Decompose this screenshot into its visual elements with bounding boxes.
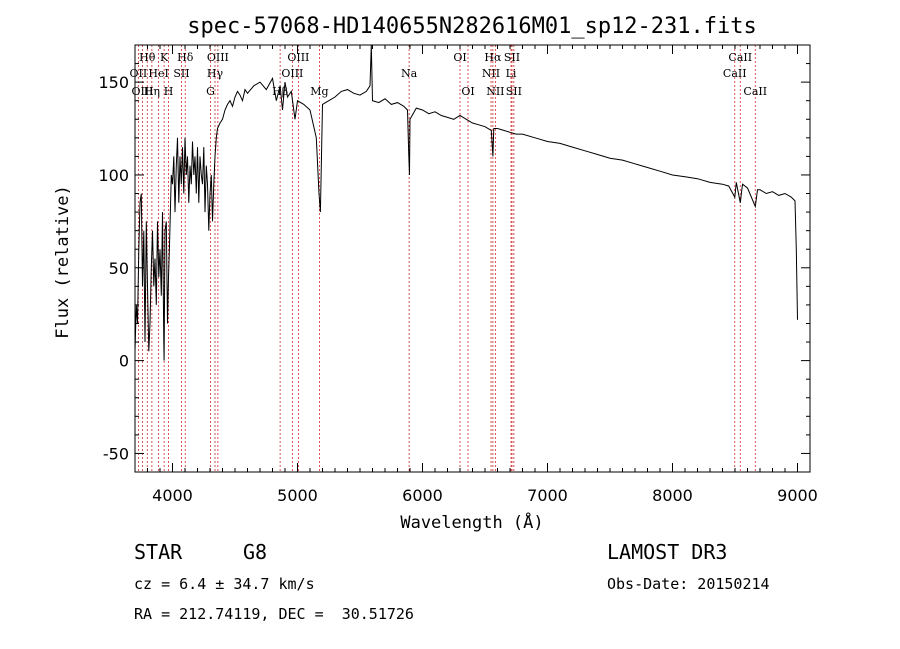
plot-frame [134, 44, 811, 473]
line-marker-label: SII [504, 51, 520, 64]
line-marker-label: Hθ [139, 51, 156, 64]
x-tick-label: 5000 [277, 486, 318, 505]
redshift-value: cz = 6.4 ± 34.7 km/s [134, 575, 315, 593]
line-marker-label: NII [486, 85, 504, 98]
spectral-line-markers [137, 45, 756, 472]
line-marker-label: OI [461, 85, 474, 98]
x-tick-label: 7000 [527, 486, 568, 505]
coordinates: RA = 212.74119, DEC = 30.51726 [134, 605, 414, 623]
y-tick-label: 100 [98, 166, 129, 185]
object-class: STAR [134, 540, 183, 564]
line-marker-label: NII [482, 67, 500, 80]
x-axis-label: Wavelength (Å) [400, 511, 543, 533]
x-tick-label: 6000 [402, 486, 443, 505]
line-marker-label: CaII [723, 67, 747, 80]
line-marker-label: Mg [310, 85, 328, 98]
line-marker-label: OIII [287, 51, 309, 64]
object-subclass: G8 [243, 540, 268, 564]
survey-name: LAMOST DR3 [607, 540, 728, 564]
line-marker-label: SII [506, 85, 522, 98]
line-marker-label: Hα [484, 51, 502, 64]
x-tick-label: 9000 [777, 486, 818, 505]
line-marker-label: HeI [148, 67, 168, 80]
line-marker-label: SII [173, 67, 189, 80]
line-marker-label: K [160, 51, 169, 64]
line-marker-label: Hη [144, 85, 160, 98]
y-axis-label: Flux (relative) [53, 185, 73, 339]
line-marker-label: CaII [728, 51, 752, 64]
line-marker-label: CaII [743, 85, 767, 98]
y-tick-label: 150 [98, 73, 129, 92]
y-tick-label: 50 [109, 259, 129, 278]
line-marker-label: OII [130, 67, 148, 80]
line-marker-label: H [164, 85, 174, 98]
line-marker-label: Na [401, 67, 418, 80]
y-tick-label: -50 [103, 444, 129, 463]
line-marker-label: Hγ [207, 67, 224, 80]
line-marker-label: OIII [207, 51, 229, 64]
y-tick-label: 0 [119, 352, 129, 371]
x-axis-ticks: 4000 5000 6000 7000 8000 9000 [134, 45, 818, 505]
line-marker-label: G [206, 85, 215, 98]
chart-title: spec-57068-HD140655N282616M01_sp12-231.f… [187, 14, 757, 39]
line-marker-label: OIII [281, 67, 303, 80]
line-marker-label: Li [506, 67, 517, 80]
line-marker-label: Hδ [177, 51, 194, 64]
spectrum-line [134, 44, 798, 361]
y-axis-ticks: -50 0 50 100 150 [98, 44, 810, 473]
line-marker-label: OIII [131, 85, 153, 98]
x-tick-label: 8000 [652, 486, 693, 505]
line-marker-label: OI [453, 51, 466, 64]
x-tick-label: 4000 [152, 486, 193, 505]
observation-date: Obs-Date: 20150214 [607, 575, 770, 593]
